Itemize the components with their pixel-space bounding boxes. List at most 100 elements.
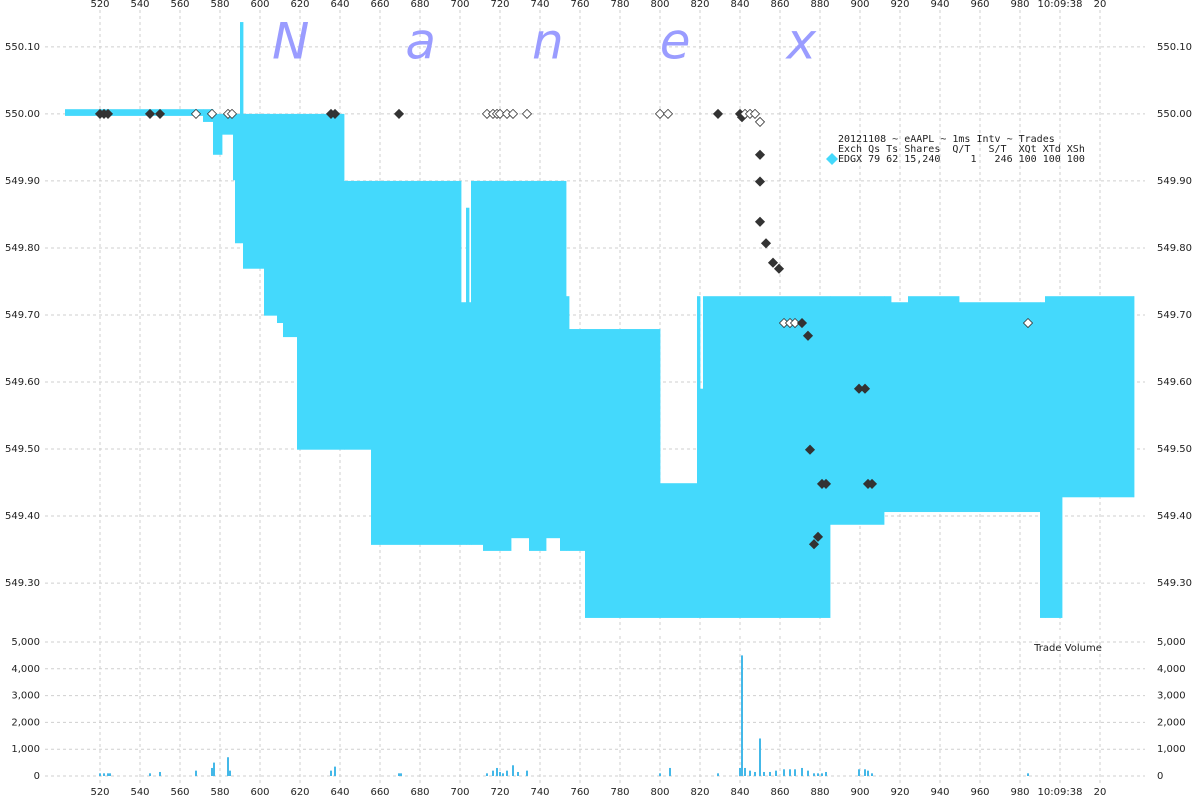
x-tick-label: 860 [770, 787, 789, 798]
volume-bar [334, 766, 336, 776]
x-tick-label: 920 [890, 787, 909, 798]
trade-marker [773, 263, 785, 274]
volume-bar [789, 769, 791, 776]
x-tick-label: 520 [90, 787, 109, 798]
volume-bar [871, 773, 873, 776]
legend-title: 20121108 ~ eAAPL ~ 1ms Intv ~ Trades [838, 134, 1055, 145]
y-tick-label: 5,000 [11, 637, 40, 648]
volume-bar [517, 771, 519, 776]
y-tick-label: 549.90 [1157, 176, 1192, 187]
y-tick-label: 3,000 [1157, 691, 1186, 702]
x-tick-label: 820 [690, 0, 709, 10]
trade-marker [802, 330, 814, 341]
volume-bar [867, 770, 869, 776]
y-tick-label: 549.60 [5, 377, 40, 388]
volume-bar [858, 769, 860, 776]
trade-marker [712, 108, 724, 119]
volume-bar [109, 773, 111, 776]
x-tick-label: 880 [810, 0, 829, 10]
spread-band [891, 302, 909, 513]
y-tick-label: 549.50 [1157, 444, 1192, 455]
x-tick-label: 780 [610, 0, 629, 10]
spread-band [469, 302, 472, 545]
volume-bar [506, 770, 508, 776]
spread-band [461, 302, 467, 545]
y-tick-label: 2,000 [11, 717, 40, 728]
spread-band [243, 113, 265, 269]
x-tick-label: 920 [890, 0, 909, 10]
volume-bar [801, 767, 803, 776]
volume-bar [103, 773, 105, 776]
x-tick-label: 660 [370, 787, 389, 798]
x-tick-label: 540 [130, 0, 149, 10]
trade-marker [859, 383, 871, 394]
x-tick-label: 780 [610, 787, 629, 798]
legend-entry: EDGX 79 62 15,240 1 246 100 100 100 [838, 154, 1085, 165]
spread-band [483, 180, 512, 551]
x-tick-label: 560 [170, 0, 189, 10]
y-tick-label: 4,000 [1157, 664, 1186, 675]
x-tick-label: 940 [930, 787, 949, 798]
x-tick-label: 580 [210, 0, 229, 10]
volume-bar [763, 771, 765, 776]
x-tick-label: 900 [850, 787, 869, 798]
spread-band [222, 113, 234, 135]
x-tick-label: 700 [450, 0, 469, 10]
trade-marker [789, 317, 801, 329]
y-tick-label: 549.40 [5, 511, 40, 522]
trade-marker [796, 317, 808, 329]
x-tick-label: 560 [170, 787, 189, 798]
legend-stats: 79 62 15,240 1 246 100 100 100 [868, 154, 1085, 165]
trade-marker [754, 116, 766, 128]
volume-bar [159, 771, 161, 776]
x-tick-label: 980 [1010, 0, 1029, 10]
spread-band [65, 109, 204, 116]
trade-marker [144, 108, 156, 119]
spread-band [560, 180, 567, 551]
x-tick-label: 620 [290, 787, 309, 798]
x-tick-label: 600 [250, 787, 269, 798]
volume-bar [754, 771, 756, 776]
y-tick-label: 3,000 [11, 691, 40, 702]
x-tick-label: 960 [970, 787, 989, 798]
y-tick-label: 550.10 [1157, 42, 1192, 53]
trade-marker [812, 531, 824, 542]
trade-marker [754, 176, 766, 187]
volume-bar [741, 655, 743, 776]
spread-band [277, 113, 284, 324]
spread-band [569, 329, 586, 551]
spread-band [471, 180, 484, 545]
x-tick-label: 880 [810, 787, 829, 798]
trade-marker [190, 108, 202, 119]
spread-band [566, 296, 570, 551]
volume-bar [825, 771, 827, 776]
trade-marker [521, 108, 533, 119]
volume-bar [499, 771, 501, 776]
trade-marker [820, 478, 832, 489]
spread-band [511, 180, 530, 539]
y-tick-label: 550.10 [5, 42, 40, 53]
trade-marker [754, 149, 766, 160]
spread-band [830, 296, 885, 525]
spread-band [1062, 296, 1134, 498]
volume-bar [195, 770, 197, 776]
spread-band [697, 296, 701, 618]
spread-band [1045, 296, 1063, 618]
volume-bar [211, 767, 213, 776]
trade-marker [507, 108, 519, 119]
volume-bar [99, 773, 101, 776]
x-tick-label: 10:09:38 [1038, 0, 1083, 10]
spread-band [283, 113, 298, 338]
y-tick-label: 1,000 [11, 744, 40, 755]
x-tick-label: 700 [450, 787, 469, 798]
volume-bar [749, 770, 751, 776]
x-tick-label: 620 [290, 0, 309, 10]
volume-bar [717, 773, 719, 776]
volume-bar [783, 769, 785, 776]
legend-header: Exch Qs Ts Shares Q/T S/T XQt XTd XSh [838, 144, 1085, 155]
y-tick-label: 549.80 [1157, 243, 1192, 254]
trade-marker [760, 238, 772, 249]
trade-marker [494, 108, 506, 119]
trade-marker [393, 108, 405, 119]
x-tick-label: 960 [970, 0, 989, 10]
